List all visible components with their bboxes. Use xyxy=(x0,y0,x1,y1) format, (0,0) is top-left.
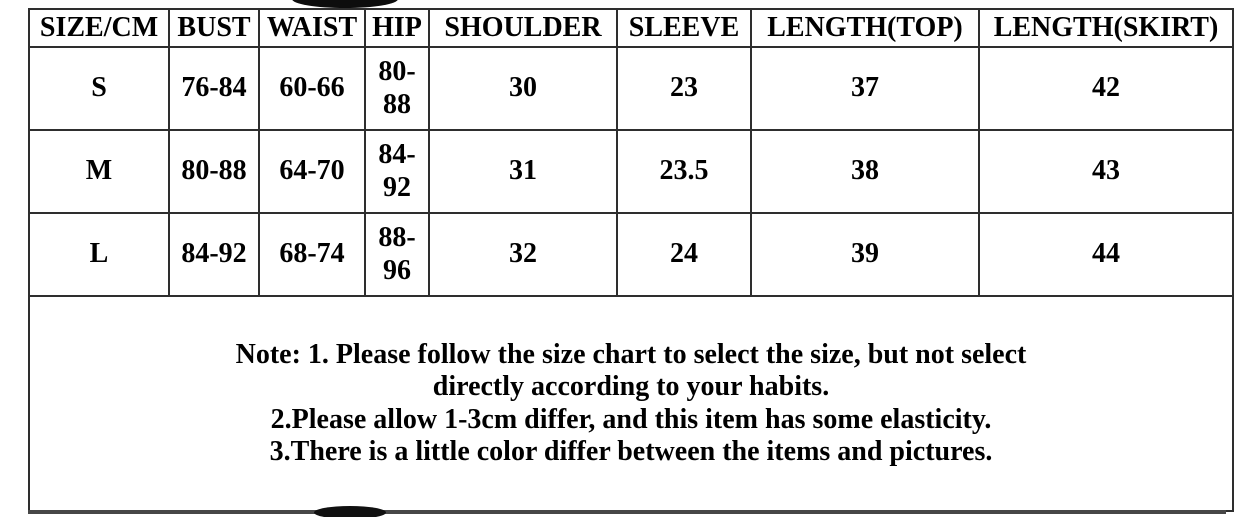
cell-shoulder: 32 xyxy=(428,212,618,297)
cell-waist: 64-70 xyxy=(258,129,366,214)
size-chart-table: SIZE/CM BUST WAIST HIP SHOULDER SLEEVE L… xyxy=(28,8,1234,512)
header-waist: WAIST xyxy=(258,8,366,48)
cell-length-top: 39 xyxy=(750,212,980,297)
header-shoulder: SHOULDER xyxy=(428,8,618,48)
cropped-photo-band-bottom xyxy=(28,510,1226,514)
table-row-size-s: S 76-84 60-66 80-88 30 23 37 42 xyxy=(28,46,1234,131)
header-hip: HIP xyxy=(364,8,430,48)
table-note-row: Note: 1. Please follow the size chart to… xyxy=(28,295,1234,512)
cell-hip: 80-88 xyxy=(364,46,430,131)
cell-bust: 80-88 xyxy=(168,129,260,214)
header-length-top: LENGTH(TOP) xyxy=(750,8,980,48)
note-line-3: 2.Please allow 1-3cm differ, and this it… xyxy=(270,403,992,435)
cropped-photo-arc-top xyxy=(292,0,398,8)
note-label: Note: xyxy=(235,339,301,371)
table-row-size-m: M 80-88 64-70 84-92 31 23.5 38 43 xyxy=(28,129,1234,214)
cell-bust: 84-92 xyxy=(168,212,260,297)
header-sleeve: SLEEVE xyxy=(616,8,752,48)
cell-length-skirt: 43 xyxy=(978,129,1234,214)
cell-size: M xyxy=(28,129,170,214)
cell-length-top: 38 xyxy=(750,129,980,214)
cell-shoulder: 30 xyxy=(428,46,618,131)
cell-shoulder: 31 xyxy=(428,129,618,214)
note-line-4: 3.There is a little color differ between… xyxy=(269,435,993,467)
cell-sleeve: 23.5 xyxy=(616,129,752,214)
note-text-1: 1. Please follow the size chart to selec… xyxy=(307,339,1027,371)
table-row-size-l: L 84-92 68-74 88-96 32 24 39 44 xyxy=(28,212,1234,297)
cell-hip: 84-92 xyxy=(364,129,430,214)
note-section: Note: 1. Please follow the size chart to… xyxy=(28,295,1234,512)
note-line-1: Note: 1. Please follow the size chart to… xyxy=(32,339,1230,371)
cell-size: L xyxy=(28,212,170,297)
header-size-cm: SIZE/CM xyxy=(28,8,170,48)
note-line-2: directly according to your habits. xyxy=(432,371,830,403)
cell-waist: 60-66 xyxy=(258,46,366,131)
cell-size: S xyxy=(28,46,170,131)
table-header-row: SIZE/CM BUST WAIST HIP SHOULDER SLEEVE L… xyxy=(28,8,1234,48)
cell-waist: 68-74 xyxy=(258,212,366,297)
cell-sleeve: 24 xyxy=(616,212,752,297)
header-bust: BUST xyxy=(168,8,260,48)
cell-bust: 76-84 xyxy=(168,46,260,131)
cell-sleeve: 23 xyxy=(616,46,752,131)
cell-length-skirt: 42 xyxy=(978,46,1234,131)
cell-length-top: 37 xyxy=(750,46,980,131)
cell-length-skirt: 44 xyxy=(978,212,1234,297)
cell-hip: 88-96 xyxy=(364,212,430,297)
cropped-photo-arc-bottom xyxy=(314,506,386,517)
header-length-skirt: LENGTH(SKIRT) xyxy=(978,8,1234,48)
